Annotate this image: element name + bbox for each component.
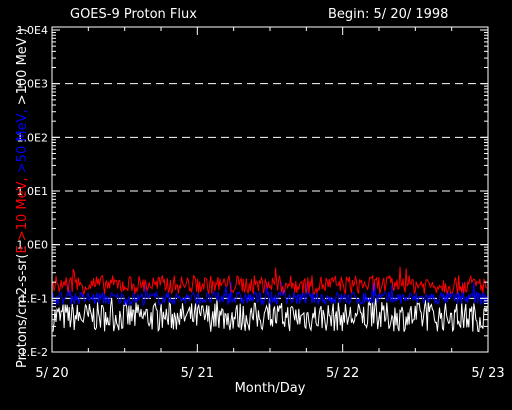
- y-axis-label-part: >50 MeV,: [15, 109, 30, 177]
- x-axis-label: Month/Day: [235, 381, 306, 396]
- y-tick-label: 1.E-2: [20, 346, 48, 359]
- y-axis-label-part: >100 MeV ): [15, 28, 30, 109]
- chart-title: GOES-9 Proton Flux: [70, 7, 197, 22]
- y-axis-label-part: E >10 MeV,: [15, 177, 30, 253]
- y-axis-label-part: Protons/cm2-s-sr(: [15, 254, 30, 369]
- y-axis-ticks: 1.E-2 1.E-1 1.0E0 1.0E1 1.0E2 1.0E3 1.0E4: [17, 24, 488, 359]
- y-tick-label: 1.0E2: [17, 131, 48, 144]
- x-tick-label: 5/ 23: [471, 366, 504, 381]
- series-line: [52, 282, 488, 307]
- series-line: [52, 266, 488, 296]
- y-tick-label: 1.0E3: [17, 78, 48, 91]
- y-axis-label: Protons/cm2-s-sr(E >10 MeV, >50 MeV, >10…: [15, 28, 30, 368]
- x-tick-label: 5/ 22: [326, 366, 359, 381]
- y-tick-label: 1.E-1: [20, 292, 48, 305]
- series-lines: [52, 266, 488, 333]
- y-tick-label: 1.0E4: [17, 24, 48, 37]
- y-tick-label: 1.0E0: [17, 239, 48, 252]
- grid-lines: [52, 83, 488, 299]
- x-tick-label: 5/ 21: [181, 366, 214, 381]
- x-tick-label: 5/ 20: [35, 366, 68, 381]
- x-axis-ticks: 5/ 20 5/ 21 5/ 22 5/ 23: [35, 27, 505, 381]
- y-tick-label: 1.0E1: [17, 185, 48, 198]
- chart-begin-date: Begin: 5/ 20/ 1998: [328, 7, 448, 22]
